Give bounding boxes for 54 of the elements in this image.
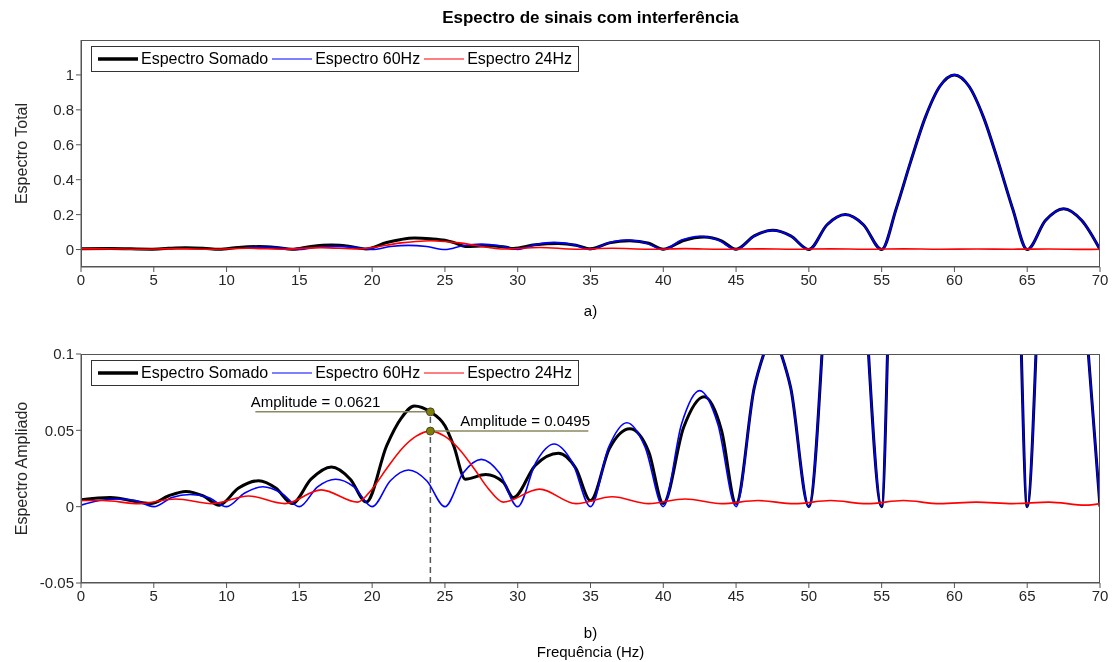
y-tick-label: 0.1 <box>53 345 74 363</box>
x-tick-label: 15 <box>291 586 308 604</box>
legend-label: Espectro Somado <box>141 50 269 68</box>
x-tick-label: 0 <box>76 270 86 288</box>
x-tick-label: 65 <box>1018 270 1036 288</box>
x-tick-label: 20 <box>363 586 381 604</box>
annotation: Amplitude = 0.0495 <box>460 412 591 430</box>
x-tick-label: 30 <box>509 270 527 288</box>
legend-label: Espectro 60Hz <box>315 364 421 382</box>
text: b) <box>582 624 599 641</box>
x-tick-label: 5 <box>149 586 158 604</box>
x-tick-label: 70 <box>1091 270 1109 288</box>
legend-label: Espectro 24Hz <box>467 364 573 382</box>
x-tick-label: 25 <box>436 270 454 288</box>
legend-label: Espectro 24Hz <box>467 50 573 68</box>
y-tick-label: 0.05 <box>44 421 74 439</box>
x-tick-label: 45 <box>727 270 745 288</box>
x-tick-label: 40 <box>654 586 672 604</box>
x-tick-label: 60 <box>946 270 963 288</box>
x-tick-label: 70 <box>1091 586 1109 604</box>
y-tick-label: 0 <box>65 240 74 258</box>
x-tick-label: 60 <box>946 586 963 604</box>
x-tick-label: 15 <box>291 270 308 288</box>
y-tick-label: 0.6 <box>53 136 74 154</box>
y-tick-label: 0.8 <box>53 101 74 119</box>
text: a) <box>582 302 599 319</box>
x-tick-label: 65 <box>1018 586 1036 604</box>
y-tick-label: 0 <box>65 497 74 515</box>
x-tick-label: 30 <box>509 586 527 604</box>
x-tick-label: 55 <box>873 270 890 288</box>
x-tick-label: 0 <box>76 586 86 604</box>
y-tick-label: 1 <box>65 66 74 84</box>
annotation: Amplitude = 0.0621 <box>250 392 381 410</box>
legend-label: Espectro Somado <box>141 364 269 382</box>
x-tick-label: 35 <box>582 270 599 288</box>
x-tick-label: 45 <box>727 586 745 604</box>
y-axis-title: Espectro Total <box>12 102 30 205</box>
x-tick-label: 10 <box>218 586 235 604</box>
chart-title: Espectro de sinais com interferência <box>441 8 740 28</box>
x-tick-label: 50 <box>800 586 818 604</box>
y-tick-label: 0.2 <box>53 205 74 223</box>
y-tick-label: 0.4 <box>53 171 74 189</box>
x-tick-label: 10 <box>218 270 235 288</box>
x-tick-label: 40 <box>654 270 672 288</box>
x-tick-label: 50 <box>800 270 818 288</box>
y-tick-label: -0.05 <box>39 574 74 592</box>
x-axis-title: Frequência (Hz) <box>535 643 646 660</box>
x-tick-label: 20 <box>363 270 381 288</box>
x-tick-label: 55 <box>873 586 890 604</box>
legend-label: Espectro 60Hz <box>315 50 421 68</box>
x-tick-label: 35 <box>582 586 599 604</box>
x-tick-label: 25 <box>436 586 454 604</box>
y-axis-title: Espectro Ampliado <box>12 401 30 536</box>
x-tick-label: 5 <box>149 270 158 288</box>
